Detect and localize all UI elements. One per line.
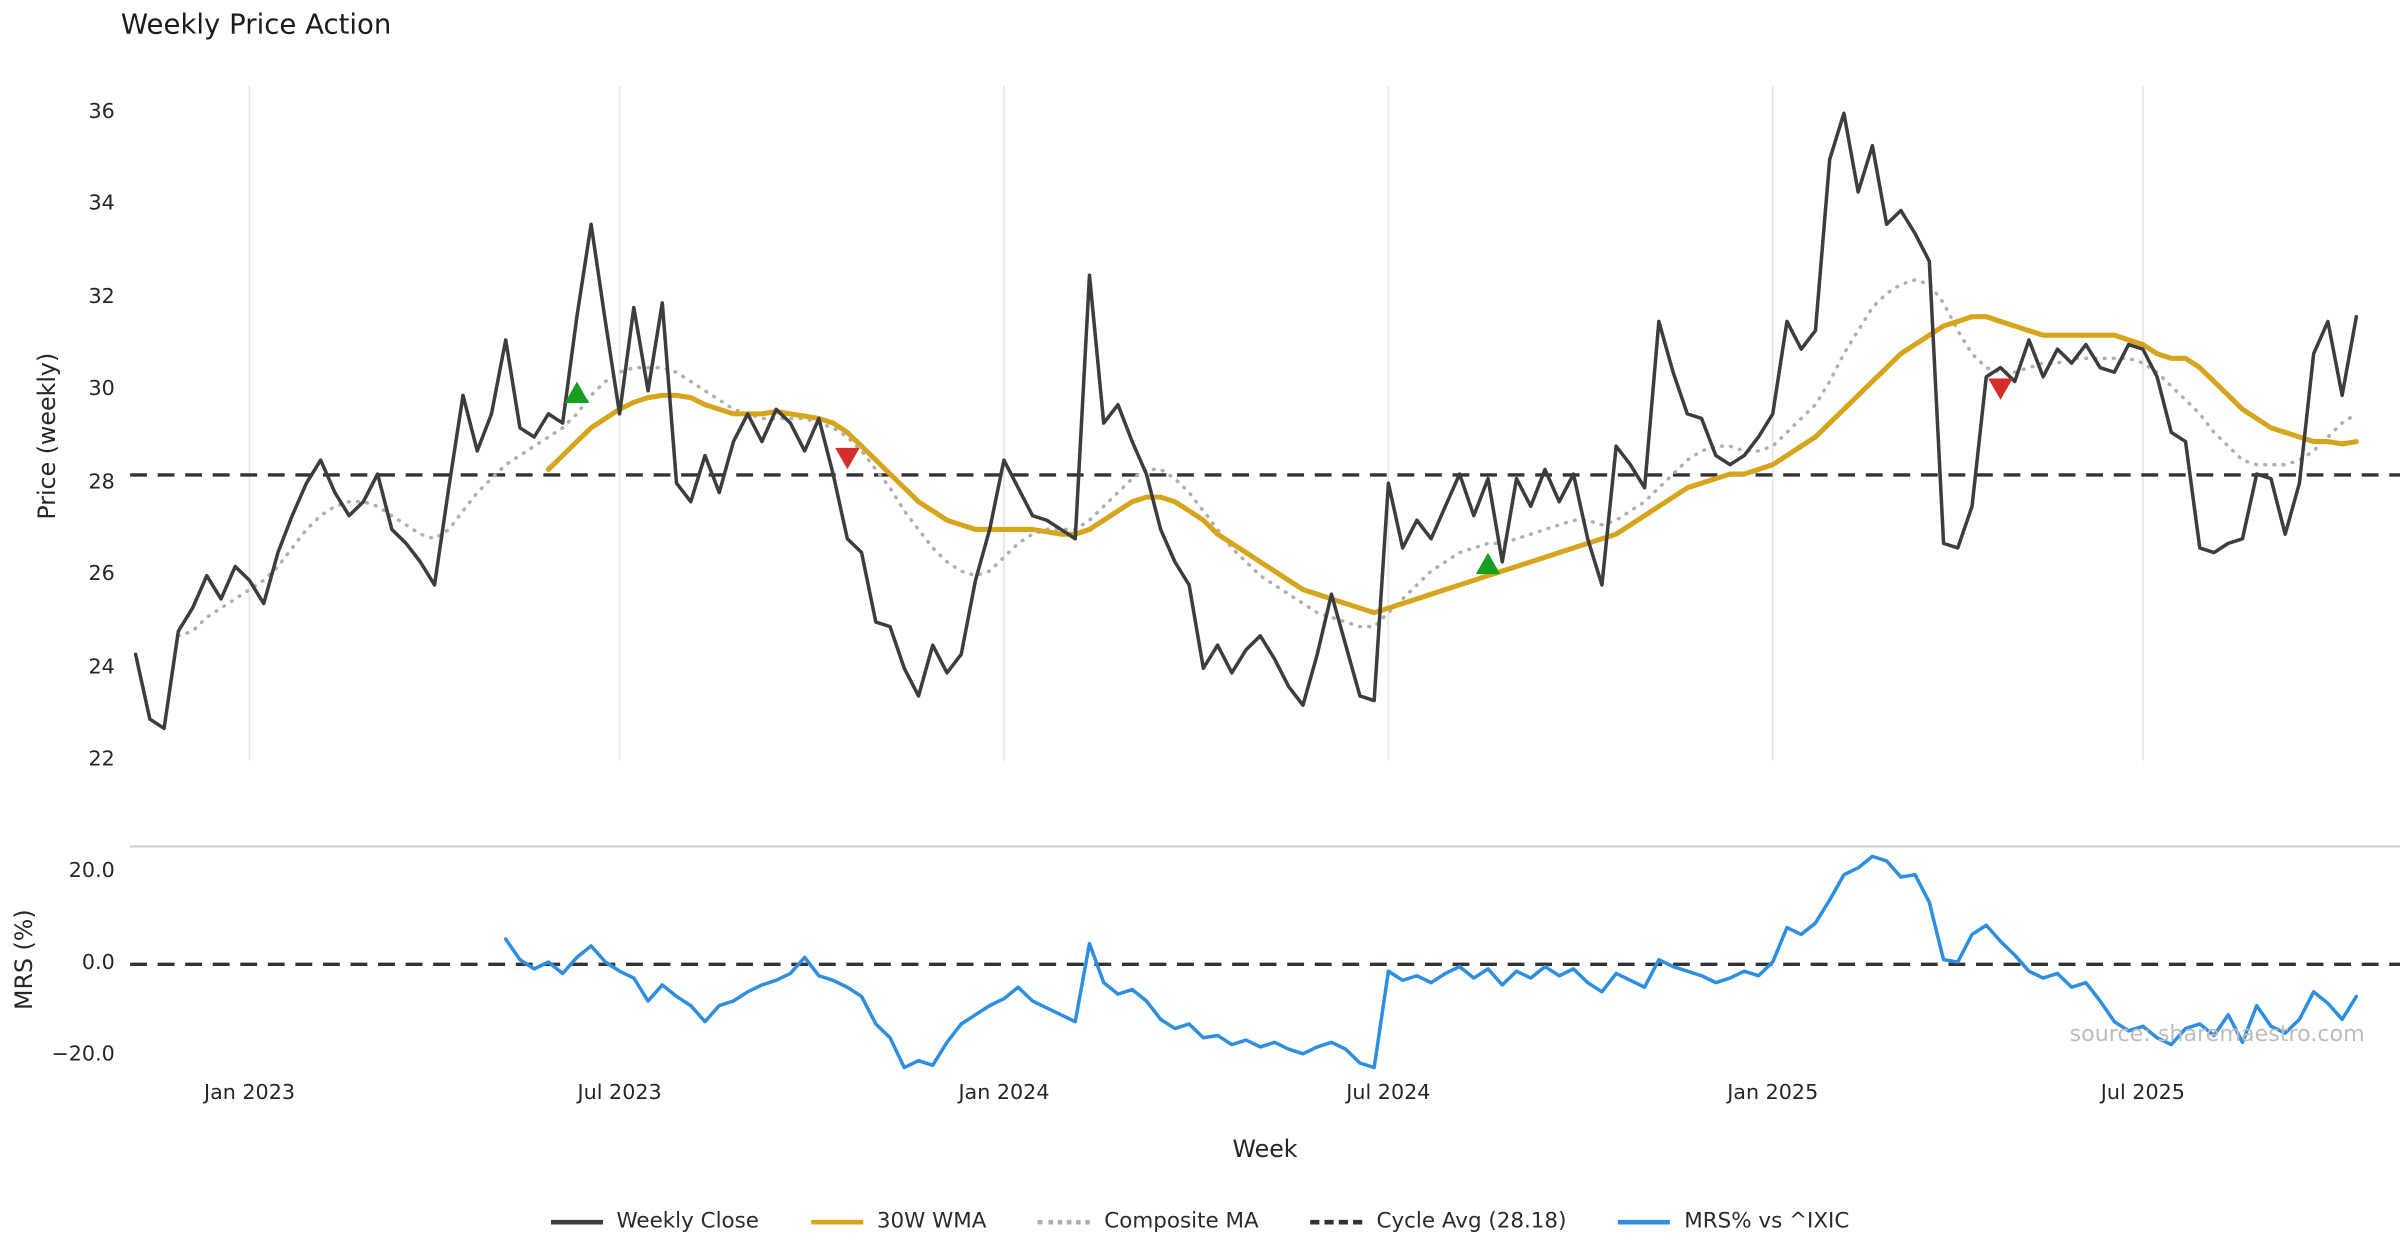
series-mrs: [503, 854, 2359, 1070]
mrs-tick-label: 0.0: [81, 950, 115, 975]
x-tick-label: Jan 2024: [958, 1080, 1050, 1106]
legend-item: MRS% vs ^IXIC: [1618, 1209, 1850, 1234]
legend-swatch-icon: [1038, 1219, 1091, 1224]
legend-swatch-icon: [811, 1219, 864, 1224]
legend-item: Weekly Close: [550, 1209, 759, 1234]
legend-swatch-icon: [550, 1219, 603, 1224]
x-tick-label: Jul 2023: [577, 1080, 662, 1106]
x-tick-label: Jan 2025: [1727, 1080, 1819, 1106]
price-tick-label: 30: [88, 376, 115, 402]
legend: Weekly Close 30W WMA Composite MA Cycle Avg…: [0, 1209, 2400, 1234]
x-tick-label: Jan 2023: [203, 1080, 295, 1106]
legend-swatch-icon: [1310, 1219, 1363, 1224]
mrs-tick-label: −20.0: [51, 1042, 115, 1067]
legend-item: Composite MA: [1038, 1209, 1259, 1234]
chart-title: Weekly Price Action: [120, 9, 392, 42]
price-tick-label: 34: [88, 191, 115, 217]
series-close: [133, 111, 2359, 731]
legend-item: Cycle Avg (28.18): [1310, 1209, 1567, 1234]
price-tick-label: 32: [88, 284, 115, 309]
legend-label: Cycle Avg (28.18): [1376, 1209, 1567, 1234]
price-tick-label: 24: [88, 654, 115, 679]
price-tick-label: 28: [88, 469, 115, 494]
buy-marker-icon: [564, 381, 590, 404]
price-tick-label: 22: [88, 746, 115, 772]
sell-marker-icon: [1988, 378, 2013, 400]
price-tick-label: 26: [88, 561, 115, 587]
legend-swatch-icon: [1618, 1219, 1671, 1224]
mrs-tick-label: 20.0: [68, 858, 115, 884]
watermark: source: sharemaestro.com: [2069, 1022, 2365, 1047]
legend-label: Weekly Close: [616, 1209, 759, 1234]
price-tick-label: 36: [88, 99, 115, 124]
x-tick-label: Jul 2025: [2100, 1080, 2185, 1106]
sell-marker-icon: [835, 447, 860, 470]
series-wma: [545, 314, 2359, 616]
legend-item: 30W WMA: [811, 1209, 987, 1234]
x-tick-label: Jul 2024: [1346, 1080, 1431, 1106]
legend-label: 30W WMA: [876, 1209, 987, 1234]
legend-label: Composite MA: [1104, 1209, 1259, 1234]
legend-label: MRS% vs ^IXIC: [1684, 1209, 1850, 1234]
buy-marker-icon: [1475, 552, 1501, 575]
x-axis-label: Week: [1232, 1135, 1298, 1164]
